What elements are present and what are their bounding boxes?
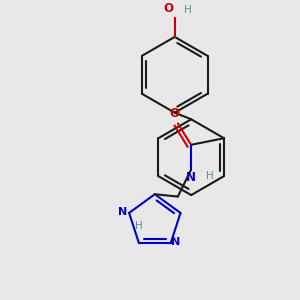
Text: H: H bbox=[135, 221, 143, 231]
Text: O: O bbox=[163, 2, 173, 16]
Text: N: N bbox=[171, 238, 181, 248]
Text: H: H bbox=[184, 4, 192, 14]
Text: N: N bbox=[118, 207, 128, 217]
Text: H: H bbox=[206, 171, 214, 181]
Text: O: O bbox=[169, 107, 180, 120]
Text: N: N bbox=[186, 171, 196, 184]
